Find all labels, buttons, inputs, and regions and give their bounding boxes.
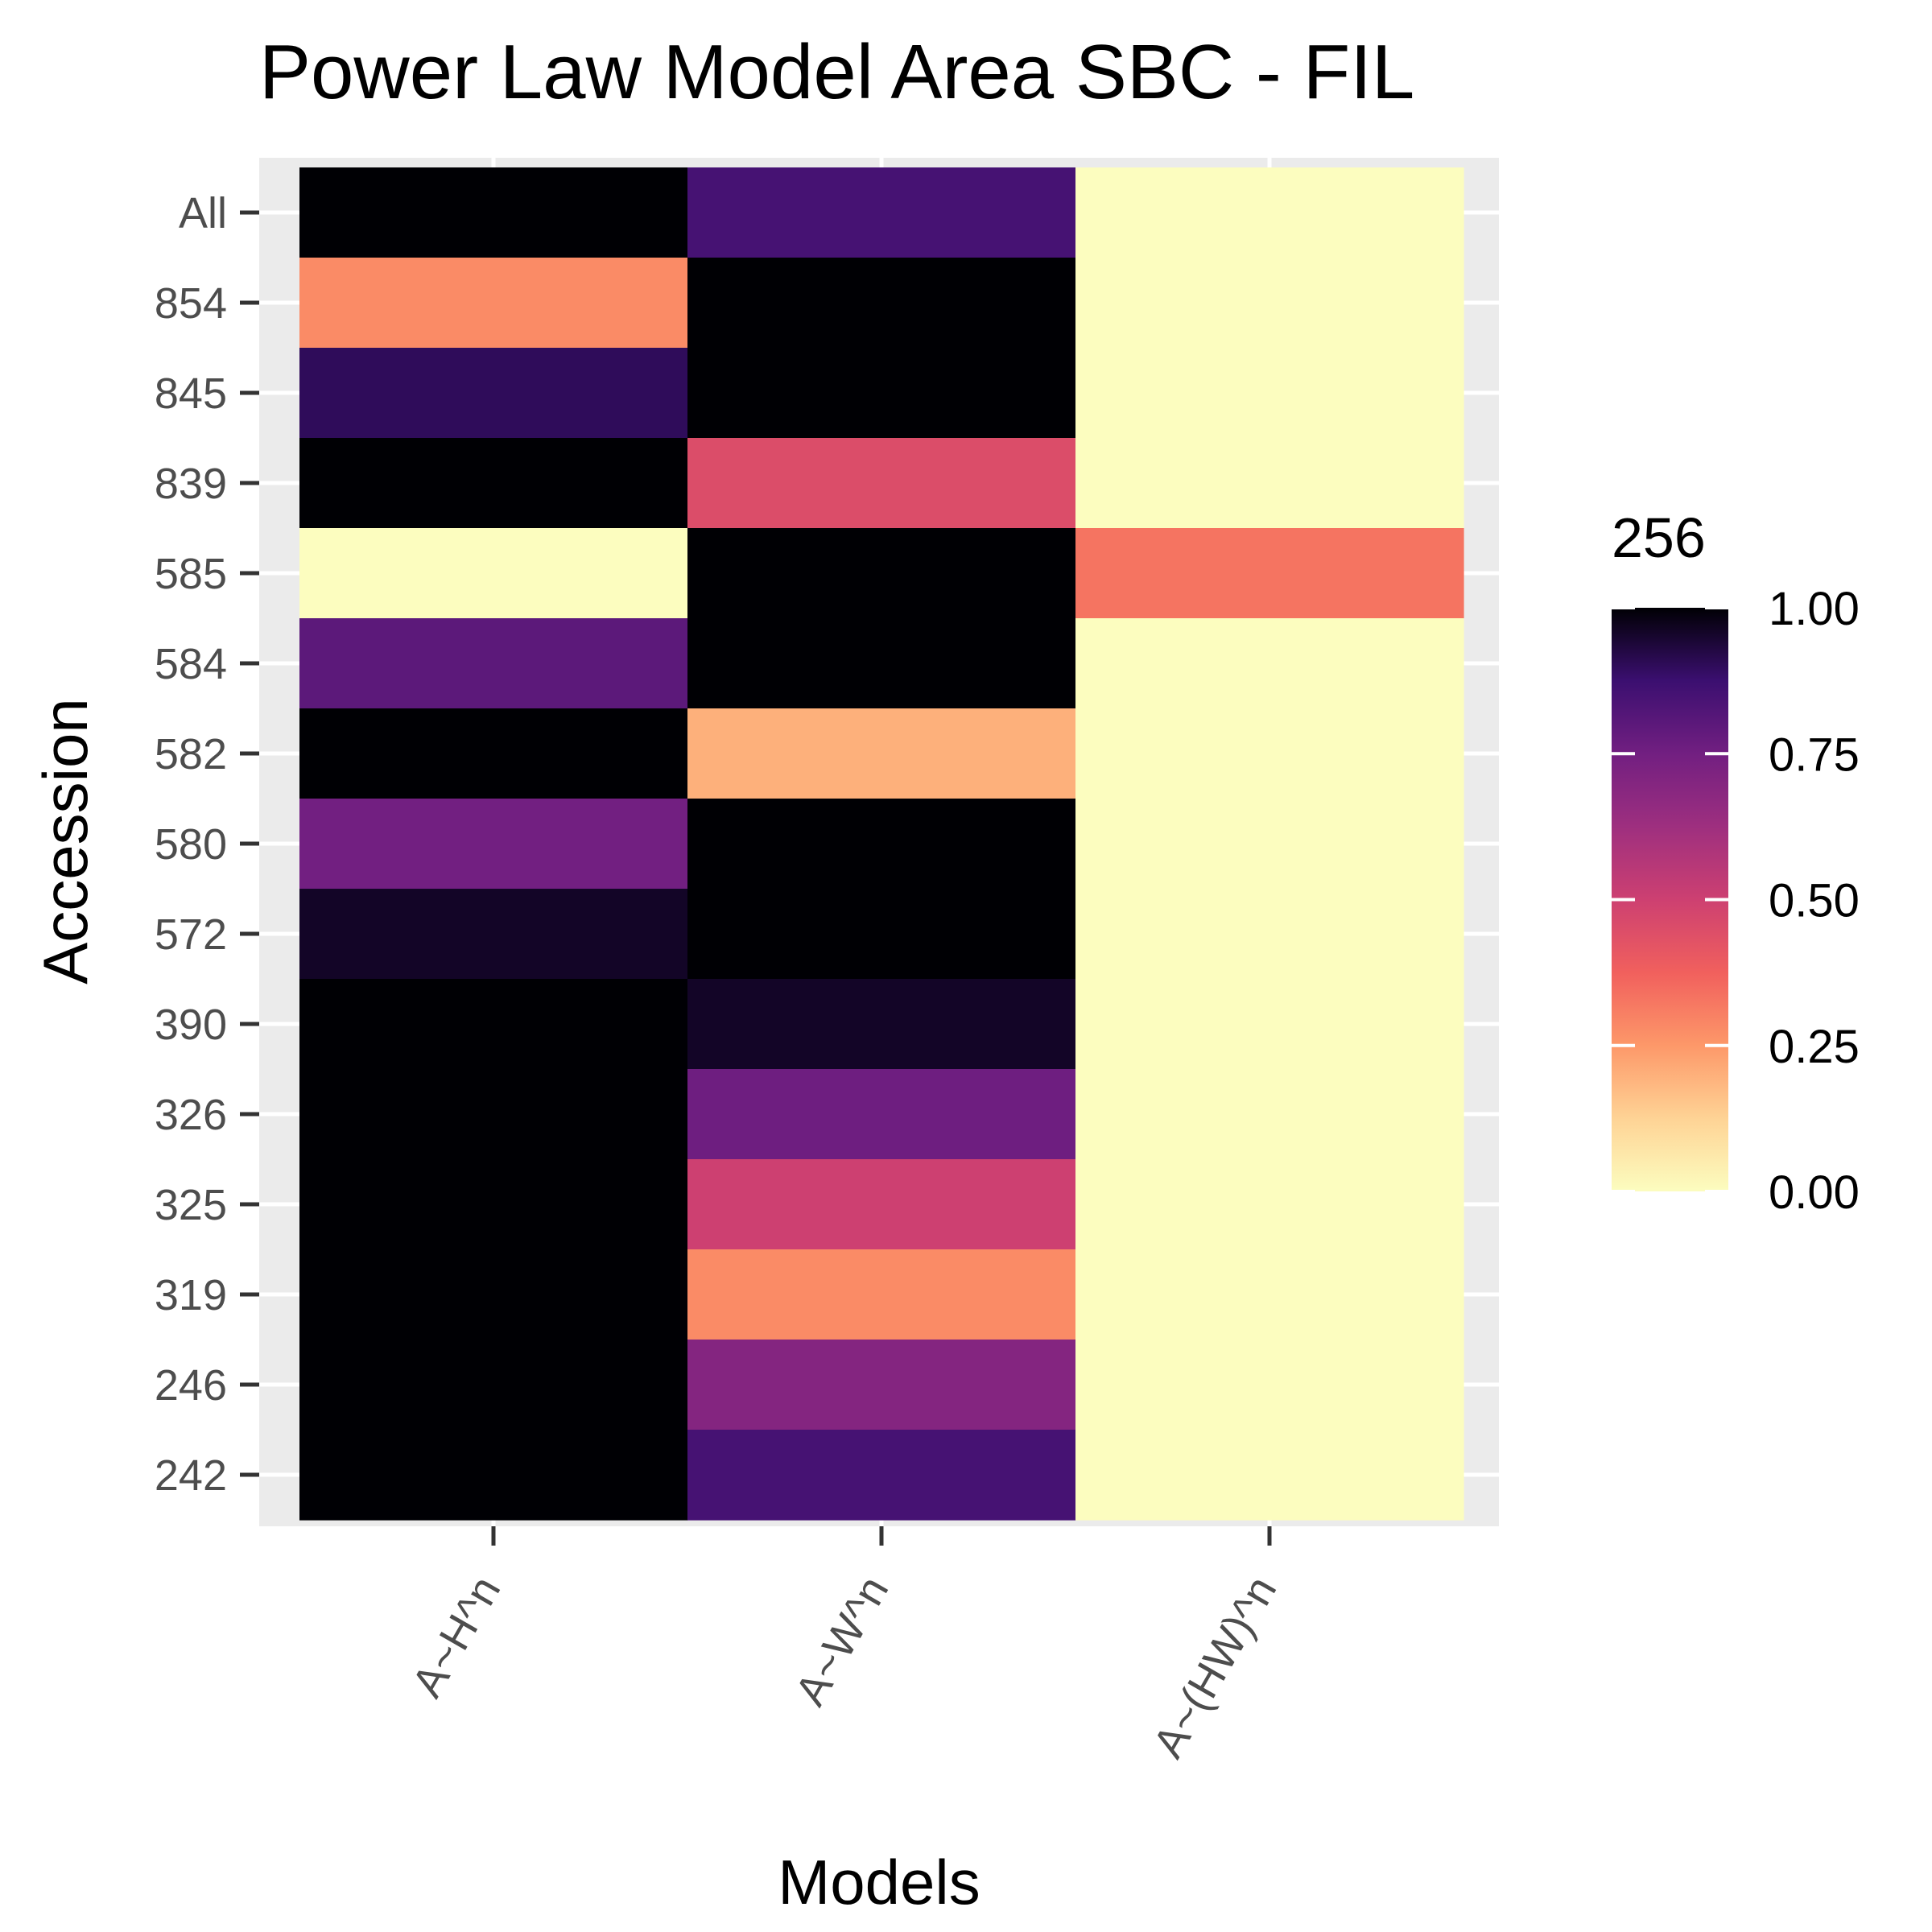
legend-tick-label: 0.75 <box>1769 729 1860 781</box>
y-tick-label: 246 <box>155 1361 227 1410</box>
heatmap-cell <box>1075 348 1464 439</box>
x-tick-label: A~(HW)^n <box>1144 1568 1286 1766</box>
heatmap-cell <box>1075 1340 1464 1430</box>
heatmap-cell <box>1075 1249 1464 1340</box>
heatmap-cell <box>1075 708 1464 799</box>
heatmap-cell <box>299 167 688 258</box>
heatmap-cell <box>299 618 688 709</box>
y-axis-title: Accession <box>30 698 101 985</box>
y-tick-label: 854 <box>155 279 227 328</box>
y-tick-label: 845 <box>155 369 227 418</box>
heatmap-cell <box>687 438 1076 529</box>
y-tick-label: 839 <box>155 460 227 508</box>
legend-tick-label: 1.00 <box>1769 583 1860 635</box>
y-axis: All 854 845 839 585 584 582 580 572 390 326 325 319 2… <box>155 189 259 1500</box>
legend-ticks: 1.00 0.75 0.50 0.25 0.00 <box>1612 583 1860 1219</box>
heatmap-cells <box>299 167 1464 1521</box>
heatmap-cell <box>299 1069 688 1160</box>
heatmap-cell <box>687 348 1076 439</box>
heatmap-cell <box>299 979 688 1070</box>
heatmap-cell <box>299 348 688 439</box>
legend-tick-label: 0.25 <box>1769 1021 1860 1073</box>
heatmap-cell <box>299 708 688 799</box>
heatmap-cell <box>1075 1430 1464 1521</box>
y-tick-label: 326 <box>155 1091 227 1139</box>
y-tick-label: 572 <box>155 910 227 959</box>
heatmap-cell <box>299 1340 688 1430</box>
heatmap-cell <box>687 799 1076 890</box>
y-tick-label: 584 <box>155 640 227 688</box>
heatmap-cell <box>687 979 1076 1070</box>
heatmap-cell <box>687 258 1076 349</box>
heatmap-cell <box>299 889 688 980</box>
heatmap-cell <box>687 618 1076 709</box>
heatmap-cell <box>299 438 688 529</box>
x-tick-label: A~W^n <box>786 1568 898 1714</box>
heatmap-cell <box>687 1249 1076 1340</box>
y-tick-label: All <box>179 189 227 237</box>
y-tick-label: 582 <box>155 730 227 778</box>
y-tick-label: 580 <box>155 820 227 869</box>
heatmap-cell <box>687 1159 1076 1250</box>
x-tick-label: A~H^n <box>402 1568 510 1705</box>
heatmap-cell <box>1075 438 1464 529</box>
heatmap-cell <box>1075 889 1464 980</box>
heatmap-cell <box>299 258 688 349</box>
heatmap-cell <box>299 1249 688 1340</box>
y-tick-label: 390 <box>155 1001 227 1049</box>
legend-tick-label: 0.00 <box>1769 1166 1860 1219</box>
y-tick-label: 325 <box>155 1181 227 1229</box>
heatmap-cell <box>687 1430 1076 1521</box>
y-tick-label: 585 <box>155 550 227 598</box>
heatmap-cell <box>1075 528 1464 619</box>
heatmap-cell <box>687 889 1076 980</box>
chart-title: Power Law Model Area SBC - FIL <box>259 29 1414 115</box>
heatmap-cell <box>1075 258 1464 349</box>
heatmap-cell <box>299 528 688 619</box>
x-axis-title: Models <box>778 1847 980 1918</box>
heatmap-cell <box>299 799 688 890</box>
heatmap-cell <box>299 1430 688 1521</box>
heatmap-cell <box>1075 1159 1464 1250</box>
y-tick-label: 319 <box>155 1271 227 1319</box>
heatmap-cell <box>1075 1069 1464 1160</box>
heatmap-cell <box>687 708 1076 799</box>
x-axis: A~H^n A~W^n A~(HW)^n <box>402 1526 1286 1766</box>
legend-tick-label: 0.50 <box>1769 875 1860 927</box>
heatmap-cell <box>1075 618 1464 709</box>
legend-title: 256 <box>1612 506 1706 569</box>
heatmap-cell <box>687 1069 1076 1160</box>
heatmap-cell <box>687 1340 1076 1430</box>
heatmap-cell <box>1075 979 1464 1070</box>
y-tick-label: 242 <box>155 1451 227 1500</box>
heatmap-cell <box>687 167 1076 258</box>
color-legend: 256 1.00 0.75 0.50 0.25 0.00 <box>1612 506 1860 1219</box>
heatmap-cell <box>687 528 1076 619</box>
heatmap-cell <box>1075 167 1464 258</box>
heatmap-cell <box>299 1159 688 1250</box>
heatmap-cell <box>1075 799 1464 890</box>
